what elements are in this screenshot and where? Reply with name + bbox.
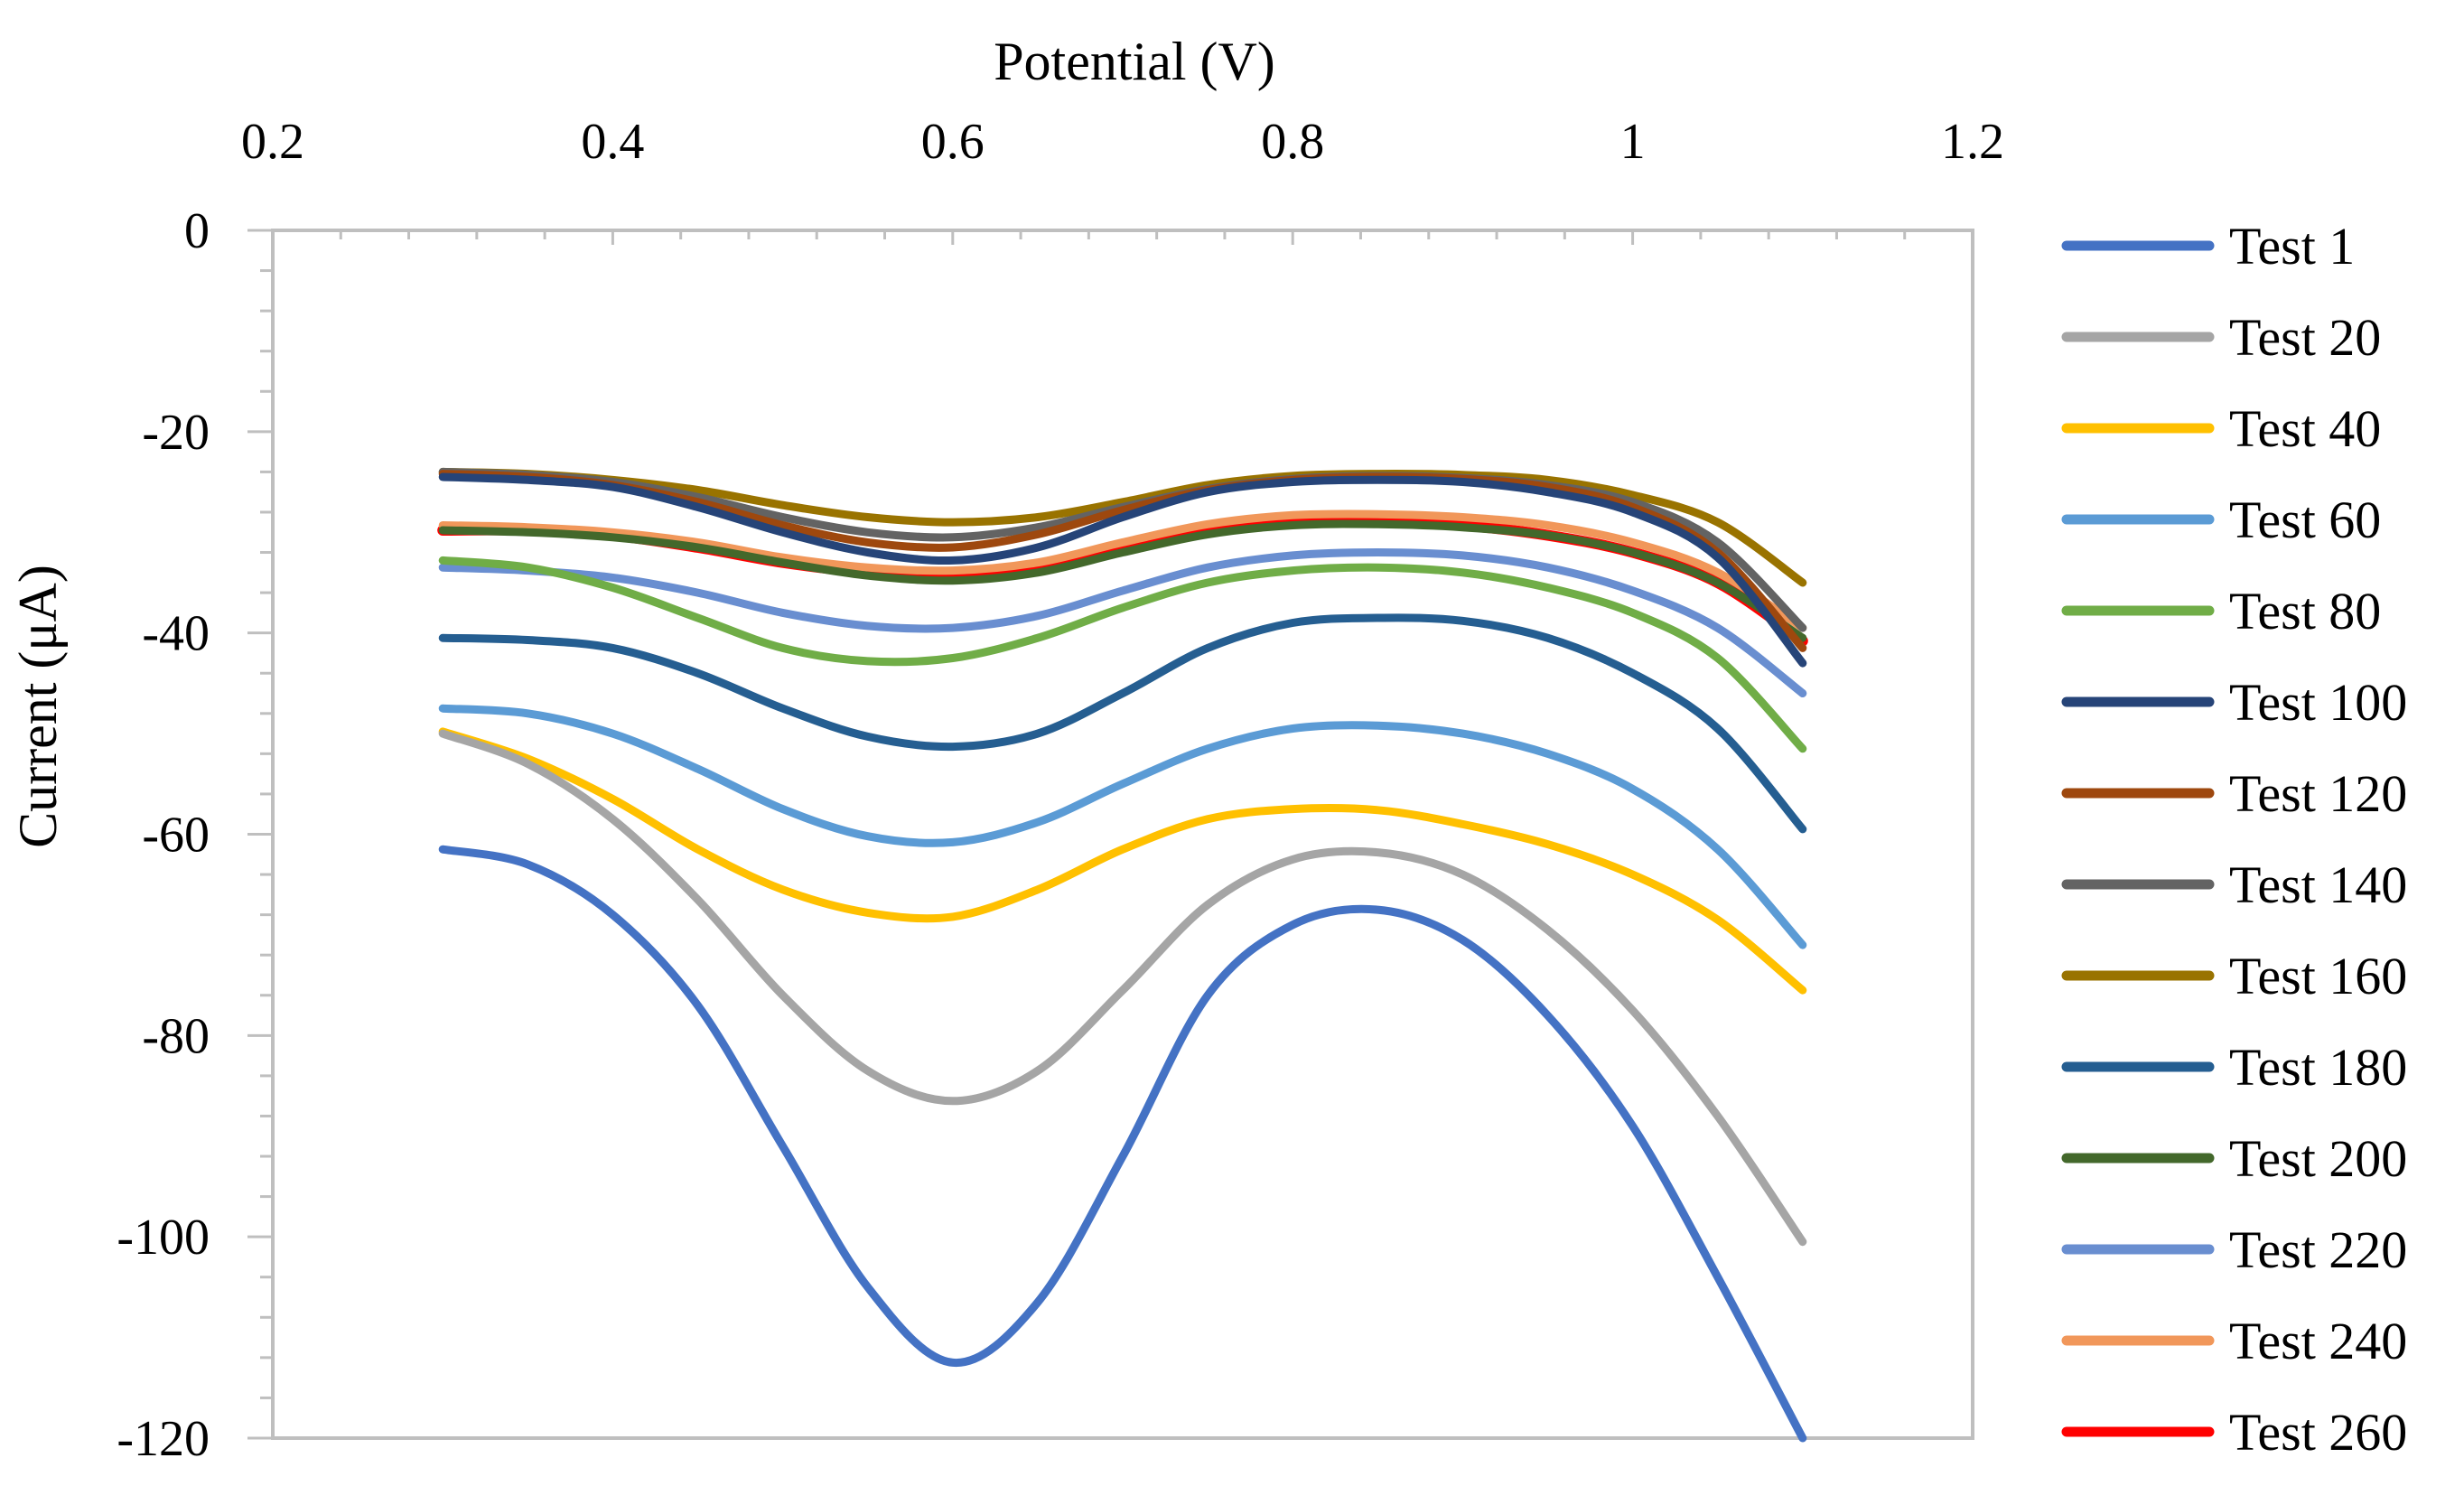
x-tick-label: 0.8 (1261, 114, 1324, 170)
series-line-test-180 (438, 613, 1807, 834)
y-axis-ticks: 0 -20 -40 -60 -80 -100 -120 (117, 203, 273, 1467)
series-line-test-40 (438, 727, 1807, 995)
legend-label: Test 160 (2229, 947, 2407, 1005)
y-tick-label: -60 (142, 808, 210, 864)
series-line-test-160 (438, 467, 1807, 587)
legend-label: Test 220 (2229, 1220, 2407, 1279)
x-tick-label: 1.2 (1941, 114, 2004, 170)
series-line-test-240 (438, 509, 1807, 632)
y-tick-label: -120 (117, 1411, 210, 1467)
series-line-test-200 (438, 519, 1807, 642)
series-line-test-60 (438, 704, 1807, 949)
y-tick-label: 0 (184, 203, 210, 259)
x-tick-label: 0.6 (921, 114, 985, 170)
legend-label: Test 100 (2229, 673, 2407, 732)
x-axis-ticks: 0.2 0.4 0.6 0.8 1 1.2 (241, 114, 2004, 245)
series-line-test-220 (438, 548, 1807, 697)
y-tick-label: -80 (142, 1008, 210, 1064)
y-axis-title: Current (μA) (8, 565, 68, 848)
legend-label: Test 60 (2229, 491, 2381, 549)
legend-label: Test 140 (2229, 855, 2407, 914)
series-line-test-20 (438, 729, 1807, 1247)
x-tick-label: 0.2 (241, 114, 304, 170)
y-tick-label: -20 (142, 405, 210, 461)
legend-label: Test 200 (2229, 1129, 2407, 1188)
series-line-test-120 (438, 470, 1807, 652)
legend: Test 1 Test 20 Test 40 Test 60 Test 80 Test 1… (2061, 217, 2407, 1462)
series-line-test-80 (438, 556, 1807, 753)
y-tick-label: -100 (117, 1210, 210, 1266)
legend-label: Test 1 (2229, 217, 2355, 276)
series-lines (437, 467, 1808, 1443)
legend-label: Test 120 (2229, 764, 2407, 823)
legend-label: Test 180 (2229, 1038, 2407, 1097)
x-tick-label: 0.4 (581, 114, 644, 170)
legend-label: Test 40 (2229, 399, 2381, 458)
legend-label: Test 260 (2229, 1403, 2407, 1462)
series-line-test-100 (438, 472, 1807, 668)
x-tick-label: 1 (1620, 114, 1646, 170)
x-axis-title: Potential (V) (994, 32, 1275, 91)
legend-label: Test 240 (2229, 1312, 2407, 1370)
y-tick-label: -40 (142, 606, 210, 662)
legend-label: Test 20 (2229, 308, 2381, 367)
legend-label: Test 80 (2229, 582, 2381, 640)
series-line-test-1 (438, 845, 1807, 1443)
